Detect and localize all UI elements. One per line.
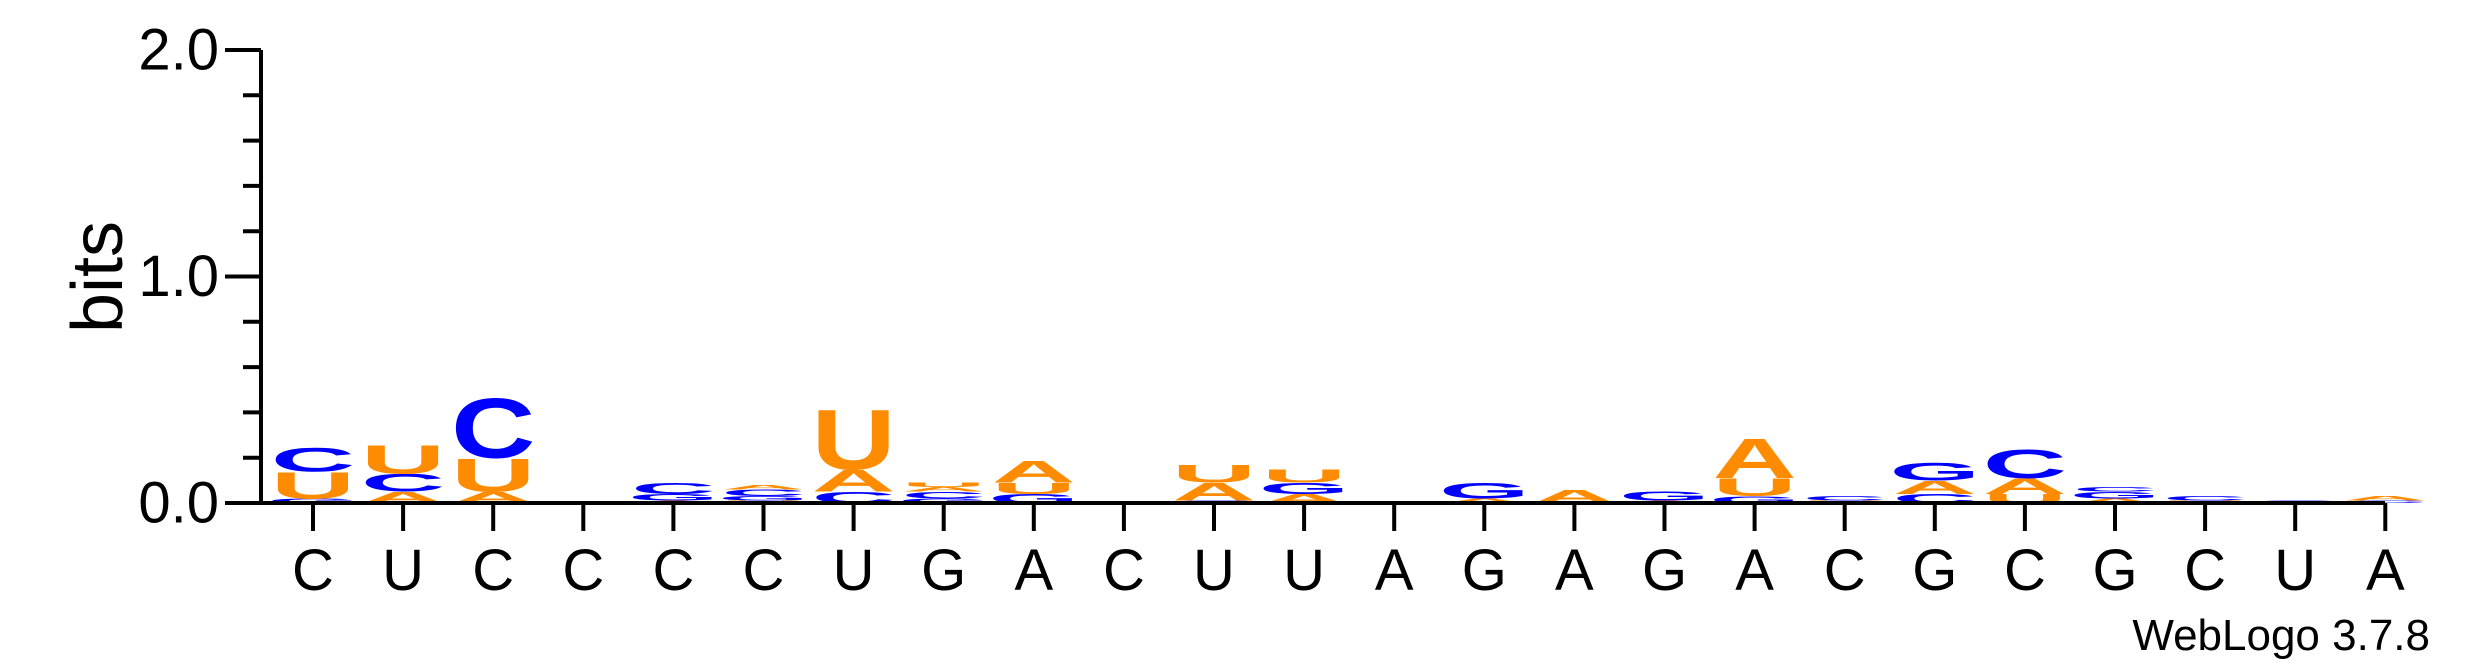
logo-letter-U: U	[361, 437, 445, 483]
x-tick-label: C	[2004, 538, 2046, 603]
logo-letter-C: C	[271, 440, 355, 479]
x-tick-label: A	[1735, 538, 1774, 603]
x-tick-label: C	[562, 538, 604, 603]
logo-letter-C: C	[1803, 495, 1887, 502]
x-tick-label: C	[1103, 538, 1145, 603]
logo-letter-U: U	[1172, 460, 1256, 488]
logo-letter-C: C	[631, 480, 715, 498]
logo-letter-U: U	[902, 481, 986, 488]
x-tick-label: U	[1283, 538, 1325, 603]
logo-letter-G: G	[718, 495, 809, 502]
x-tick-label: C	[472, 538, 514, 603]
logo-letter-A: A	[1442, 497, 1526, 504]
y-ticks: 0.0 1.0 2.0	[138, 18, 261, 536]
x-tick-label: A	[1014, 538, 1053, 603]
x-tick-label: U	[833, 538, 875, 603]
x-tick-label: U	[382, 538, 424, 603]
logo-letter-G: G	[1439, 479, 1530, 504]
logo-letter-U: U	[811, 392, 895, 487]
x-tick-label: C	[652, 538, 694, 603]
logo-letter-C: C	[361, 469, 445, 497]
logo-letter-A: A	[902, 486, 986, 493]
logo-letter-G: G	[1889, 458, 1980, 486]
weblogo-credit: WebLogo 3.7.8	[2132, 611, 2430, 660]
logo-letter-A: A	[1893, 477, 1977, 498]
x-tick-label: A	[1555, 538, 1594, 603]
logo-letter-G: G	[1709, 494, 1800, 505]
logo-letter-C: C	[451, 381, 535, 476]
logo-letter-A: A	[811, 464, 895, 499]
logo-letter-C: C	[2343, 500, 2427, 504]
x-tick-label: A	[1375, 538, 1414, 603]
logo-letter-G: G	[1619, 489, 1710, 503]
x-tick-label: A	[2366, 538, 2405, 603]
y-axis-label: bits	[58, 221, 138, 333]
logo-letter-A: A	[2073, 497, 2157, 504]
x-tick-label: C	[292, 538, 334, 603]
logo-letter-A: A	[1983, 474, 2067, 499]
x-tick-label: G	[1642, 538, 1687, 603]
x-tick-label: U	[1193, 538, 1235, 603]
logo-letter-C: C	[902, 490, 986, 501]
logo-letter-G: G	[628, 492, 719, 503]
logo-letter-G: G	[1259, 480, 1350, 498]
logo-letter-U: U	[451, 449, 535, 502]
x-tick-label: U	[2274, 538, 2316, 603]
y-tick-label: 0.0	[138, 471, 219, 536]
y-tick-label: 2.0	[138, 18, 219, 83]
logo-letter-G: G	[2070, 490, 2161, 501]
logo-letter-U: U	[992, 480, 1076, 498]
logo-letter-U: U	[1262, 465, 1346, 486]
axes	[259, 50, 2385, 505]
y-tick-label: 1.0	[138, 244, 219, 309]
x-tick-label: C	[1824, 538, 1866, 603]
logo-letter-C: C	[721, 488, 805, 499]
logo-letter-G: G	[898, 497, 989, 504]
logo-letter-C: C	[2073, 486, 2157, 493]
x-tick-label: G	[2092, 538, 2137, 603]
x-tick-label: G	[921, 538, 966, 603]
logo-letter-A: A	[721, 484, 805, 491]
logo-letter-C: C	[2163, 495, 2247, 502]
logo-letter-A: A	[1712, 427, 1796, 490]
x-tick-label: G	[1462, 538, 1507, 603]
logo-letter-A: A	[2343, 495, 2427, 502]
logo-letter-U: U	[271, 465, 355, 507]
logo-letter-C: C	[1983, 441, 2067, 487]
logo-letter-G: G	[268, 497, 359, 504]
logo-letter-U: U	[1712, 474, 1796, 502]
x-tick-label: G	[1912, 538, 1957, 603]
x-tick-label: C	[743, 538, 785, 603]
logo-letter-A: A	[992, 455, 1076, 490]
x-tick-label: C	[2184, 538, 2226, 603]
